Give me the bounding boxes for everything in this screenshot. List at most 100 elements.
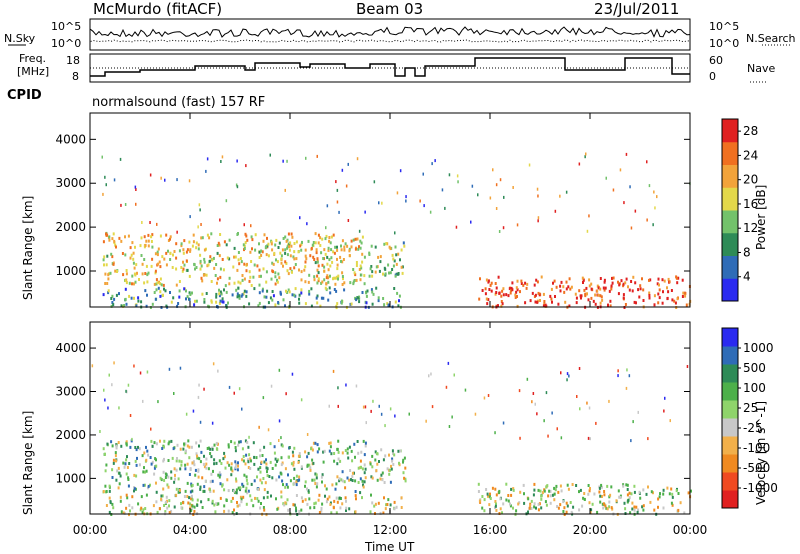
power-cell — [238, 294, 241, 298]
power-cell — [337, 274, 340, 278]
power-cell — [632, 275, 635, 279]
power-cell — [637, 288, 640, 292]
power-cell — [154, 297, 157, 301]
power-cell — [310, 246, 313, 250]
power-cell — [143, 258, 146, 261]
velocity-cell — [575, 484, 578, 487]
velocity-cell — [362, 405, 365, 409]
power-cell — [329, 241, 332, 245]
velocity-cell — [359, 477, 362, 481]
velocity-cell — [275, 478, 278, 482]
velocity-cell — [242, 459, 245, 463]
power-cell — [360, 266, 363, 270]
velocity-cell — [296, 479, 299, 483]
power-colorbar-tick-label: 28 — [743, 124, 758, 138]
power-cell — [203, 257, 206, 261]
power-cell — [505, 293, 508, 297]
velocity-cell — [551, 493, 554, 497]
velocity-cell — [586, 401, 588, 405]
power-cell — [236, 292, 239, 296]
power-cell — [397, 304, 400, 308]
power-cell — [192, 233, 195, 237]
velocity-cell — [164, 476, 167, 479]
power-cell — [303, 268, 306, 272]
power-cell — [319, 236, 322, 240]
power-cell — [244, 232, 247, 236]
power-cell — [402, 241, 405, 245]
power-cell — [391, 268, 394, 271]
velocity-cell — [662, 492, 665, 496]
power-cell — [265, 295, 268, 299]
velocity-cell — [645, 492, 648, 496]
velocity-cell — [373, 504, 376, 508]
velocity-cell — [230, 440, 233, 444]
velocity-cell — [539, 489, 542, 493]
velocity-cell — [247, 489, 250, 493]
velocity-cell — [399, 449, 402, 453]
velocity-cell — [240, 500, 243, 504]
velocity-cell — [494, 431, 496, 435]
velocity-cell — [345, 509, 347, 512]
power-cell — [253, 287, 256, 291]
velocity-cell — [495, 508, 498, 512]
velocity-cell — [545, 391, 548, 395]
velocity-cell — [606, 507, 609, 511]
velocity-cell — [318, 447, 321, 451]
velocity-cell — [428, 374, 430, 378]
power-cell — [588, 214, 590, 218]
power-cell — [120, 239, 123, 243]
power-cell — [335, 306, 338, 310]
velocity-cell — [380, 448, 383, 452]
power-cell — [157, 262, 160, 266]
velocity-cell — [211, 447, 214, 451]
velocity-cell — [333, 499, 336, 503]
nave-label: Nave — [747, 62, 776, 75]
power-cell — [201, 236, 204, 240]
velocity-cell — [186, 495, 189, 498]
power-cell — [170, 300, 173, 304]
velocity-cell — [374, 502, 377, 506]
power-cell — [207, 304, 210, 308]
velocity-cell — [377, 501, 380, 505]
velocity-ytick-label: 4000 — [55, 341, 86, 355]
power-colorbar-tick-label: 4 — [743, 270, 751, 284]
velocity-cell — [245, 453, 248, 457]
power-cell — [346, 244, 349, 248]
velocity-cell — [153, 441, 156, 445]
velocity-cell — [333, 459, 336, 463]
power-cell — [292, 255, 295, 259]
velocity-cell — [347, 456, 350, 460]
velocity-cell — [481, 506, 484, 510]
velocity-cell — [331, 483, 334, 487]
power-cell — [326, 204, 329, 208]
power-cell — [584, 155, 586, 159]
power-cell — [293, 293, 296, 297]
velocity-cell — [326, 497, 329, 501]
power-cell — [359, 278, 362, 282]
velocity-cell — [626, 368, 628, 372]
power-cell — [317, 264, 320, 268]
power-cell — [456, 174, 459, 178]
velocity-cell — [312, 461, 315, 465]
power-cell — [284, 248, 287, 252]
power-cell — [582, 278, 585, 282]
velocity-cell — [215, 461, 218, 465]
power-cell — [322, 296, 325, 300]
power-cell — [200, 264, 203, 268]
velocity-cell — [145, 458, 148, 462]
power-cell — [405, 195, 407, 199]
power-cell — [356, 237, 359, 241]
power-cell — [159, 277, 162, 281]
power-cell — [597, 286, 600, 290]
power-cell — [128, 281, 131, 285]
power-cell — [104, 272, 107, 276]
velocity-cell — [481, 495, 484, 498]
velocity-cell — [566, 483, 569, 487]
power-cell — [129, 256, 132, 260]
power-cell — [610, 287, 613, 291]
velocity-cell — [400, 506, 403, 509]
power-cell — [295, 240, 298, 244]
velocity-cell — [333, 452, 336, 455]
velocity-cell — [344, 449, 347, 452]
velocity-cell — [295, 480, 298, 484]
